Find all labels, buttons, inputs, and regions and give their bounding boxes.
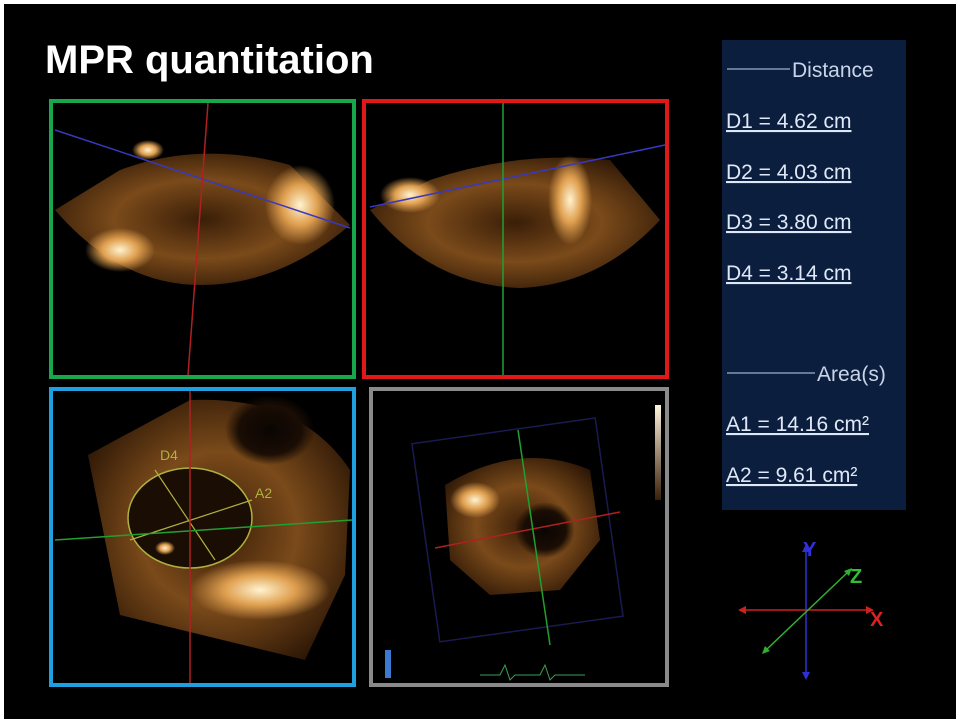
- axis-label: X: [870, 609, 884, 631]
- measurement: A2 = 9.61 cm²: [726, 464, 857, 487]
- image-label: A2: [255, 485, 272, 501]
- graphic: [385, 650, 391, 678]
- graphic: [450, 482, 500, 518]
- panel-top-left: [51, 101, 354, 377]
- graphic: [225, 395, 315, 465]
- graphic: [190, 560, 330, 620]
- graphic: [655, 405, 661, 500]
- measurement: D4 = 3.14 cm: [726, 262, 851, 285]
- measurement-panel: Distance D1 = 4.62 cm D2 = 4.03 cm D3 = …: [722, 40, 906, 510]
- axis-label: Y: [803, 539, 817, 561]
- panel-top-right: [364, 101, 667, 377]
- measurement: D1 = 4.62 cm: [726, 110, 851, 133]
- title: MPR quantitation: [45, 38, 374, 82]
- measurement: A1 = 14.16 cm²: [726, 413, 869, 436]
- slide: MPR quantitation D4 A2: [0, 0, 960, 723]
- image-label: D4: [160, 447, 178, 463]
- measurement: D3 = 3.80 cm: [726, 211, 851, 234]
- page: MPR quantitation D4 A2: [0, 0, 960, 723]
- graphic: [265, 165, 335, 245]
- section-header: Area(s): [817, 363, 886, 386]
- graphic: [155, 541, 175, 555]
- panel-bottom-left: D4 A2: [51, 389, 354, 685]
- section-header: Distance: [792, 59, 874, 82]
- panel-bottom-right: [371, 389, 667, 685]
- graphic: [380, 177, 440, 213]
- axis-label: Z: [850, 566, 862, 588]
- measurement: D2 = 4.03 cm: [726, 161, 851, 184]
- graphic: [85, 228, 155, 272]
